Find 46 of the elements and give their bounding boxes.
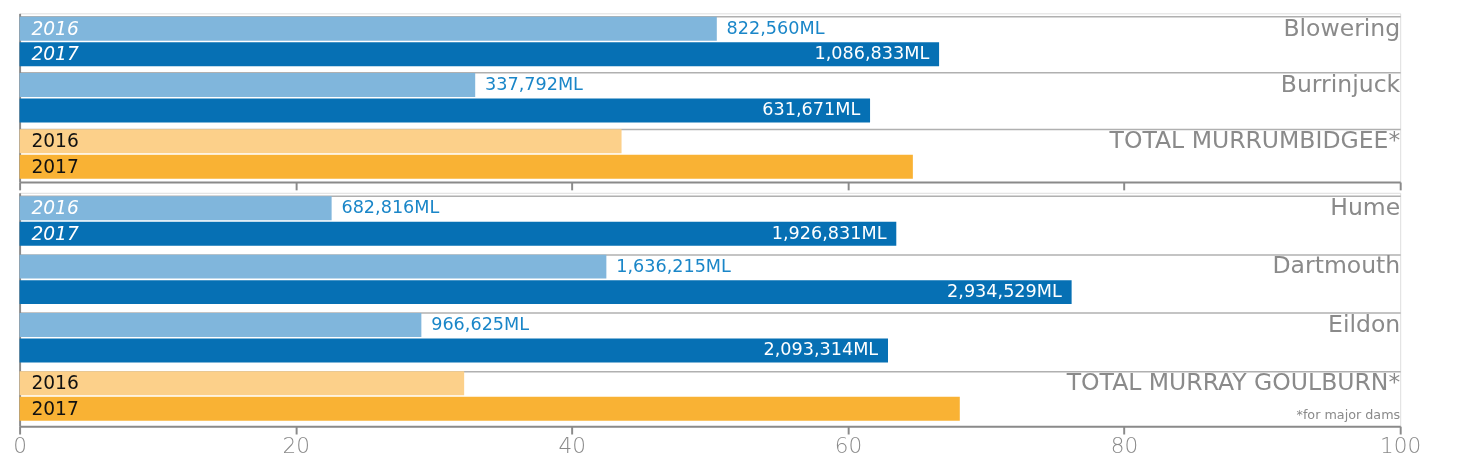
y-tick-label: TOTAL MURRUMBIDGEE* — [1108, 126, 1401, 155]
y-tick-label: Eildon — [1328, 309, 1401, 338]
x-tick-label: 60 — [834, 433, 863, 459]
annotation: 337,792ML — [485, 73, 584, 94]
x-tick-label: 40 — [558, 433, 587, 459]
text: 2016 — [31, 130, 79, 152]
annotation: 1,636,215ML — [616, 255, 732, 276]
annotation: 822,560ML — [726, 17, 825, 38]
bar — [19, 16, 717, 41]
y-tick-label: Burrinjuck — [1280, 69, 1401, 98]
bar — [19, 154, 913, 179]
series-label: 2016 — [31, 17, 79, 39]
y-tick-label: Hume — [1330, 193, 1401, 222]
series-label: 2016 — [31, 197, 79, 219]
bar — [19, 72, 476, 97]
bar — [19, 371, 465, 396]
annotation: 966,625ML — [431, 313, 530, 334]
bar — [19, 338, 889, 363]
y-tick-label: Dartmouth — [1272, 251, 1401, 280]
series-label: 2017 — [31, 397, 79, 419]
annotation: 631,671ML — [762, 99, 861, 120]
x-tick-label: 0 — [13, 433, 27, 459]
y-tick-label: TOTAL MURRAY GOULBURN* — [1065, 368, 1401, 397]
annotation: 2,934,529ML — [947, 281, 1062, 302]
bar — [19, 280, 1072, 305]
bar — [19, 312, 422, 337]
series-label: 2017 — [31, 43, 79, 65]
x-tick-label: 100 — [1380, 433, 1422, 459]
bar — [19, 98, 871, 123]
bar — [19, 129, 622, 154]
annotation: 1,926,831ML — [771, 222, 887, 243]
bar — [19, 396, 960, 421]
y-tick-label: Blowering — [1283, 13, 1401, 42]
annotation: *for major dams — [1296, 407, 1401, 423]
text: 2016 — [31, 372, 79, 394]
x-tick-label: 80 — [1110, 433, 1139, 459]
bar — [19, 254, 607, 279]
text: 2017 — [31, 222, 79, 244]
text: 2017 — [31, 155, 79, 177]
annotation: 2,093,314ML — [763, 339, 879, 360]
bar — [19, 221, 897, 246]
x-tick-label: 20 — [282, 433, 310, 459]
bar — [19, 42, 940, 67]
annotation: 682,816ML — [341, 197, 440, 218]
bar — [19, 196, 332, 221]
annotation: 1,086,833ML — [814, 43, 930, 64]
